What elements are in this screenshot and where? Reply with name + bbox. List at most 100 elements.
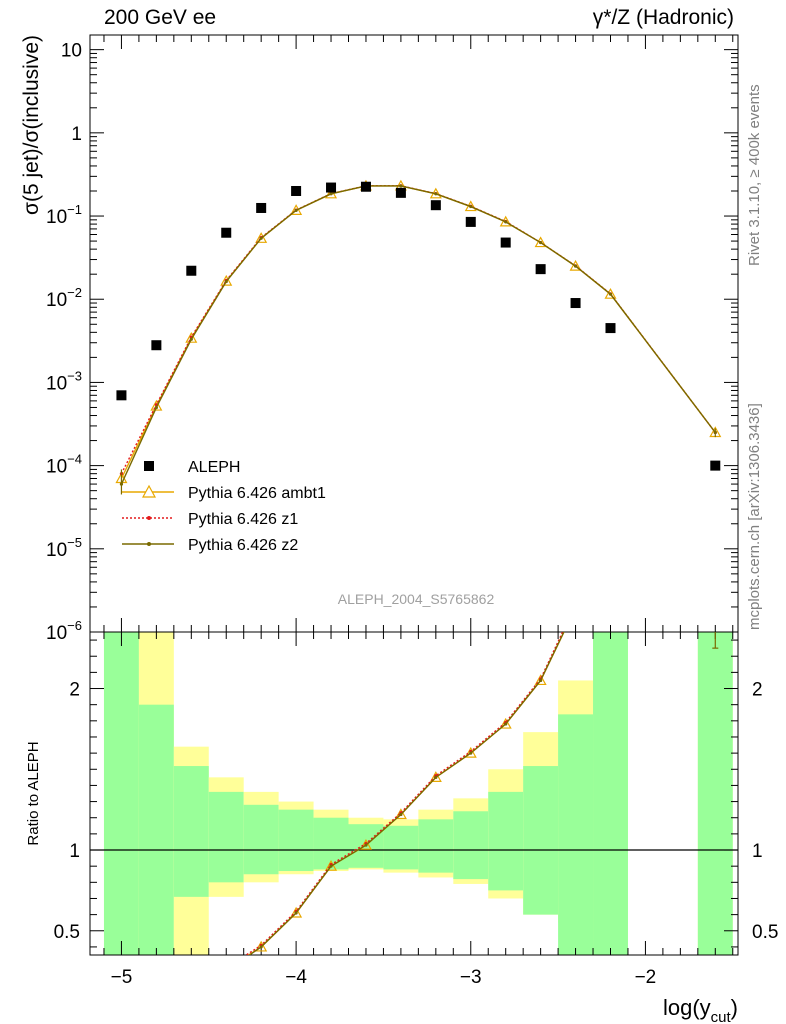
green-band-bin (558, 714, 594, 955)
ratio-ambt1-marker (605, 587, 615, 596)
ratio-line-pythia-6.426-z2 (248, 632, 565, 955)
aleph-data-point (500, 237, 511, 248)
legend-entry-label: Pythia 6.426 ambt1 (188, 485, 326, 502)
mc-point-marker (504, 220, 508, 224)
green-band-bin (278, 809, 314, 872)
ratio-series-group (116, 587, 720, 999)
mc-point-marker (329, 192, 333, 196)
ratio-mc-point (329, 864, 333, 868)
ratio-y-tick-label: 0.5 (54, 922, 80, 943)
aleph-data-point (465, 216, 476, 227)
green-band-bin (208, 791, 244, 883)
ratio-mc-point (399, 812, 403, 817)
aleph-data-point (256, 202, 267, 213)
legend-entry-label: Pythia 6.426 z2 (188, 537, 298, 554)
aleph-data-point (291, 185, 302, 196)
ratio-mc-point (155, 979, 158, 982)
ratio-mc-point (504, 722, 508, 726)
ratio-ambt1-marker (325, 859, 338, 871)
mc-point-marker (434, 192, 438, 196)
green-band-bin (453, 811, 489, 880)
ratio-ambt1-marker (290, 906, 303, 918)
x-axis-label: log(ycut) (663, 995, 738, 1024)
analysis-id-label: ALEPH_2004_S5765862 (338, 591, 495, 607)
mc-point-marker (469, 204, 473, 209)
ratio-mc-point (190, 986, 193, 989)
ambt1-marker (569, 259, 582, 271)
mc-point-marker (399, 184, 403, 188)
ratio-ambt1-marker (534, 674, 547, 686)
ratio-mc-point (539, 678, 543, 683)
legend-swatch-dot (147, 542, 151, 546)
ratio-plot-frame (89, 631, 739, 956)
aleph-data-point (116, 390, 127, 401)
aleph-data-point (326, 182, 337, 193)
ratio-ambt1-marker (151, 977, 161, 986)
legend-entry-label: ALEPH (188, 459, 240, 476)
ratio-mc-point (434, 775, 438, 779)
ratio-mc-point (469, 751, 473, 755)
mc-point-marker (573, 264, 578, 268)
ratio-x-tick-label: −2 (635, 967, 657, 988)
ratio-uncertainty-bands (103, 632, 733, 955)
aleph-data-point (221, 227, 232, 238)
ratio-ambt1-marker (710, 603, 720, 612)
aleph-data-point (535, 264, 546, 275)
aleph-data-point (151, 340, 162, 351)
mc-point-marker (189, 337, 193, 341)
aleph-data-point (605, 323, 616, 334)
ratio-mc-point (120, 992, 123, 995)
ratio-ambt1-marker (221, 965, 231, 974)
ratio-mc-point (574, 606, 577, 609)
ratio-mc-point (259, 945, 263, 949)
aleph-data-point (395, 187, 406, 198)
ambt1-marker (185, 331, 198, 343)
ratio-y-tick-label-right: 2 (752, 680, 763, 701)
main-series-group (115, 179, 722, 495)
legend-swatch-aleph (144, 461, 154, 471)
ratio-y-tick-label: 1 (69, 841, 80, 862)
mc-point-marker (608, 292, 613, 296)
ambt1-marker (150, 399, 163, 411)
main-y-tick-label: 1 (71, 124, 82, 145)
ratio-ambt1-marker (429, 771, 442, 782)
aleph-data-point (570, 298, 581, 309)
ratio-mc-point (155, 982, 158, 985)
ratio-ambt1-marker (255, 940, 268, 952)
ratio-ambt1-marker (464, 746, 477, 758)
ambt1-marker (220, 274, 233, 286)
ratio-ambt1-marker (359, 838, 372, 850)
ratio-mc-point (714, 606, 717, 609)
main-y-tick-label: 10 (61, 41, 82, 62)
ratio-y-tick-label-right: 0.5 (752, 922, 778, 943)
green-band-bin (593, 632, 628, 955)
main-y-axis-label: σ(5 jet)/σ(inclusive) (20, 35, 43, 215)
ratio-x-tick-label: −3 (460, 967, 482, 988)
ratio-mc-point (364, 843, 368, 847)
ratio-mc-point (120, 995, 123, 998)
ratio-y-tick-label: 2 (69, 680, 80, 701)
ratio-ambt1-marker (571, 603, 581, 612)
series-line-pythia-6.426-z1 (120, 185, 716, 474)
ambt1-marker (534, 236, 547, 248)
ratio-mc-point (574, 603, 577, 606)
green-band-bin (103, 632, 139, 955)
header-right-title: γ*/Z (Hadronic) (592, 6, 734, 29)
ratio-ambt1-marker (186, 982, 196, 991)
mc-point-marker (154, 405, 158, 410)
main-y-tick-label: 10−5 (46, 535, 82, 561)
aleph-data-point (186, 265, 197, 276)
aleph-data-point (430, 200, 441, 211)
ratio-mc-point (190, 984, 193, 987)
ratio-mc-point (225, 970, 228, 973)
mc-point-marker (259, 236, 263, 240)
legend-swatch-triangle (141, 484, 157, 498)
main-y-tick-label: 10−6 (46, 618, 82, 644)
green-band-bin (243, 804, 279, 875)
green-band-bin (138, 704, 174, 955)
ratio-mc-point (294, 911, 298, 915)
ratio-y-axis-label: Ratio to ALEPH (25, 741, 42, 845)
ratio-ambt1-marker (116, 990, 126, 999)
ratio-line-pythia-6.426-z1 (244, 632, 564, 955)
series-line-pythia-6.426-z2 (120, 185, 716, 485)
